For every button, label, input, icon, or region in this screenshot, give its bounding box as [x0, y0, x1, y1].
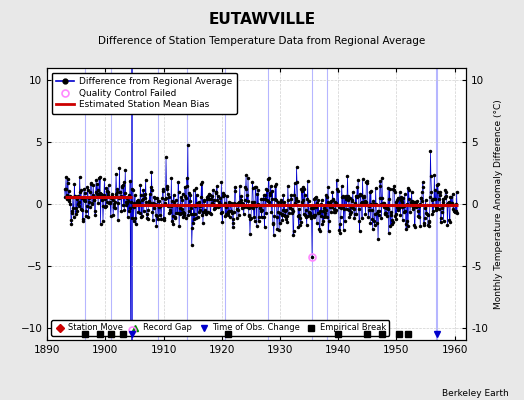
Legend: Station Move, Record Gap, Time of Obs. Change, Empirical Break: Station Move, Record Gap, Time of Obs. C…	[51, 320, 389, 336]
Text: Difference of Station Temperature Data from Regional Average: Difference of Station Temperature Data f…	[99, 36, 425, 46]
Text: Berkeley Earth: Berkeley Earth	[442, 389, 508, 398]
Y-axis label: Monthly Temperature Anomaly Difference (°C): Monthly Temperature Anomaly Difference (…	[494, 99, 503, 309]
Text: EUTAWVILLE: EUTAWVILLE	[209, 12, 315, 27]
